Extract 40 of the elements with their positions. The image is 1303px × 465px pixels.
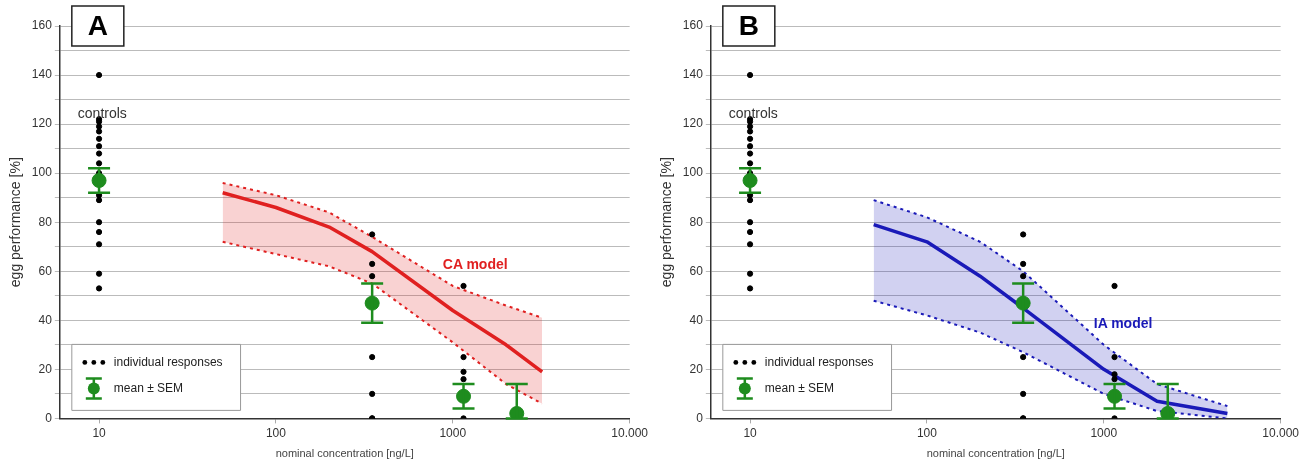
y-tick-label: 20 [38, 361, 53, 376]
y-tick-label: 100 [682, 165, 704, 180]
y-tick-label: 60 [38, 263, 53, 278]
text: individual responses [764, 354, 874, 369]
legend-label: mean ± SEM [764, 380, 835, 395]
y-tick-label: 160 [682, 18, 704, 33]
y-tick-label: 100 [31, 165, 53, 180]
y-axis-title: egg performance [%] [658, 157, 675, 288]
y-tick-label: 140 [31, 67, 53, 82]
annotation: controls [77, 104, 127, 121]
y-tick-label: 20 [689, 361, 704, 376]
y-tick-label: 120 [31, 116, 53, 131]
y-tick-label: 40 [38, 312, 53, 327]
y-axis-title: egg performance [%] [7, 157, 24, 288]
x-tick-label: 10 [743, 425, 758, 440]
x-tick-label: 100 [916, 425, 938, 440]
y-tick-label: 80 [689, 214, 704, 229]
chart-title: B [738, 9, 759, 41]
y-tick-label: 140 [682, 67, 704, 82]
x-tick-label: 10.000 [611, 425, 649, 440]
y-tick-label: 0 [45, 410, 53, 425]
y-tick-label: 120 [682, 116, 704, 131]
series-label: IA model [1093, 314, 1153, 331]
y-tick-label: 0 [696, 410, 704, 425]
annotation: controls [728, 104, 778, 121]
x-tick-label: 100 [265, 425, 287, 440]
x-axis-title: nominal concentration [ng/L] [926, 447, 1065, 460]
y-tick-label: 160 [31, 18, 53, 33]
text: individual responses [113, 354, 223, 369]
x-tick-label: 10 [92, 425, 107, 440]
x-tick-label: 1000 [1090, 425, 1118, 440]
y-tick-label: 60 [689, 263, 704, 278]
x-tick-label: 10.000 [1262, 425, 1300, 440]
y-tick-label: 40 [689, 312, 704, 327]
x-tick-label: 1000 [439, 425, 467, 440]
legend-label: mean ± SEM [113, 380, 184, 395]
series-label: CA model [442, 255, 508, 272]
y-tick-label: 80 [38, 214, 53, 229]
chart-title: A [87, 9, 108, 41]
x-axis-title: nominal concentration [ng/L] [275, 447, 414, 460]
